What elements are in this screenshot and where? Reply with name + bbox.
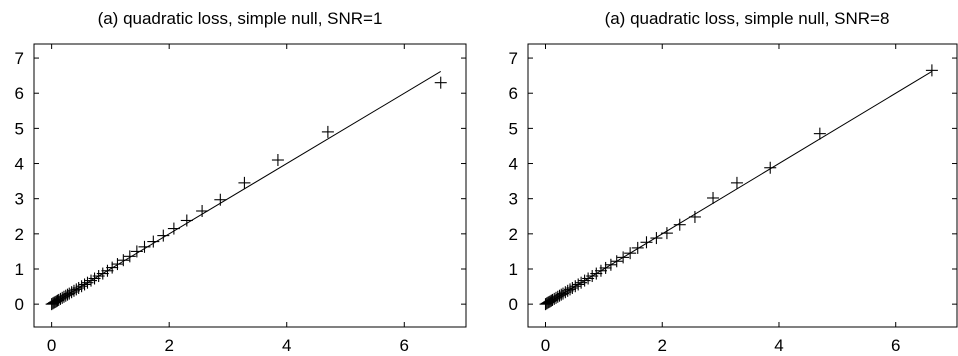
- x-tick-label: 4: [774, 336, 783, 355]
- y-tick-label: 4: [509, 155, 518, 174]
- data-point-marker: [147, 235, 160, 248]
- data-point-marker: [101, 264, 114, 277]
- x-tick-label: 0: [47, 336, 56, 355]
- scatter-panel-snr-8: (a) quadratic loss, simple null, SNR=8 0…: [509, 9, 958, 355]
- data-point-marker: [599, 261, 612, 274]
- data-point-marker: [214, 193, 227, 206]
- data-point-marker: [604, 258, 617, 271]
- plot-frame: [527, 43, 958, 328]
- data-point-marker: [138, 240, 151, 253]
- data-point-marker: [123, 250, 136, 263]
- data-point-marker: [545, 294, 558, 307]
- y-tick-label: 7: [15, 49, 24, 68]
- data-point-marker: [590, 267, 603, 280]
- data-point-marker: [51, 294, 64, 307]
- x-tick-label: 6: [400, 336, 409, 355]
- y-tick-label: 0: [509, 295, 518, 314]
- data-point-marker: [70, 283, 83, 296]
- data-point-marker: [640, 236, 653, 249]
- axis-ticks: [528, 44, 957, 327]
- data-point-marker: [65, 286, 78, 299]
- data-point-marker: [157, 229, 170, 242]
- data-point-marker: [238, 176, 251, 189]
- x-tick-label: 2: [658, 336, 667, 355]
- y-tick-label: 7: [509, 49, 518, 68]
- y-tick-label: 1: [15, 260, 24, 279]
- x-tick-label: 2: [164, 336, 173, 355]
- x-tick-label: 6: [891, 336, 900, 355]
- axis-tick-labels: 0 2 4 6 0 1 2 3 4 5 6 7: [15, 49, 409, 355]
- data-point-marker: [63, 287, 76, 300]
- y-tick-label: 2: [509, 225, 518, 244]
- data-point-marker: [321, 125, 334, 138]
- y-tick-label: 3: [509, 190, 518, 209]
- data-point-marker: [631, 241, 644, 254]
- data-point-marker: [96, 267, 109, 280]
- plot-frame: [33, 43, 467, 328]
- data-point-marker: [707, 191, 720, 204]
- data-point-marker: [559, 286, 572, 299]
- data-point-marker: [564, 283, 577, 296]
- data-point-marker: [730, 176, 743, 189]
- data-point-marker: [813, 127, 826, 140]
- data-point-marker: [673, 218, 686, 231]
- panel-title: (a) quadratic loss, simple null, SNR=8: [605, 9, 890, 28]
- y-tick-label: 3: [15, 190, 24, 209]
- y-tick-label: 6: [509, 84, 518, 103]
- identity-reference-line: [51, 70, 441, 305]
- data-point-marker: [650, 232, 663, 245]
- data-point-marker: [557, 287, 570, 300]
- y-tick-label: 4: [15, 155, 24, 174]
- data-point-marker: [271, 154, 284, 167]
- axis-ticks: [34, 44, 466, 327]
- x-tick-label: 0: [541, 336, 550, 355]
- data-point-marker: [688, 210, 701, 223]
- identity-reference-line: [545, 70, 933, 305]
- y-tick-label: 5: [15, 119, 24, 138]
- data-point-marker: [78, 278, 91, 291]
- data-point-marker: [167, 222, 180, 235]
- y-tick-label: 6: [15, 84, 24, 103]
- panel-title: (a) quadratic loss, simple null, SNR=1: [98, 9, 383, 28]
- scatter-panel-snr-1: (a) quadratic loss, simple null, SNR=1 0…: [15, 9, 467, 355]
- y-tick-label: 5: [509, 119, 518, 138]
- x-tick-label: 4: [282, 336, 291, 355]
- axis-tick-labels: 0 2 4 6 0 1 2 3 4 5 6 7: [509, 49, 901, 355]
- data-point-marker: [117, 254, 130, 267]
- data-point-marker: [925, 64, 938, 77]
- data-point-marker: [660, 227, 673, 240]
- data-point-marker: [610, 255, 623, 268]
- data-point-marker: [130, 245, 143, 258]
- data-point-marker: [624, 247, 637, 260]
- data-point-marker: [196, 204, 209, 217]
- data-point-marker: [572, 278, 585, 291]
- y-tick-label: 2: [15, 225, 24, 244]
- data-point-marker: [561, 284, 574, 297]
- data-point-marker: [67, 284, 80, 297]
- data-markers: [539, 64, 938, 311]
- data-markers: [45, 76, 447, 311]
- data-point-marker: [617, 251, 630, 264]
- data-point-marker: [180, 214, 193, 227]
- data-point-marker: [764, 161, 777, 174]
- y-tick-label: 0: [15, 295, 24, 314]
- data-point-marker: [594, 264, 607, 277]
- y-tick-label: 1: [509, 260, 518, 279]
- data-point-marker: [434, 76, 447, 89]
